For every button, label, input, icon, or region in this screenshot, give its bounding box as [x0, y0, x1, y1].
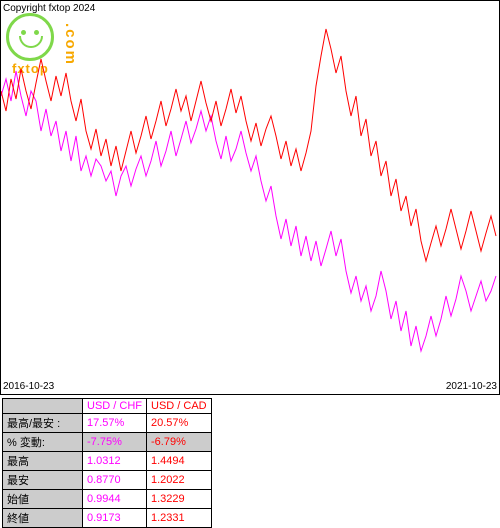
table-row: % 変動:-7.75%-6.79% [3, 433, 212, 452]
table-row: 最高/最安 :17.57%20.57% [3, 414, 212, 433]
row-value-2: -6.79% [147, 433, 212, 452]
row-label: % 変動: [3, 433, 83, 452]
table-row: 最安0.87701.2022 [3, 471, 212, 490]
row-label: 始値 [3, 490, 83, 509]
row-label: 最高 [3, 452, 83, 471]
row-value-1: 0.8770 [83, 471, 147, 490]
forex-line-chart [1, 1, 499, 394]
x-axis-start-date: 2016-10-23 [3, 381, 54, 392]
row-value-2: 1.3229 [147, 490, 212, 509]
chart-area: Copyright fxtop 2024 fxtop .com 2016-10-… [0, 0, 500, 395]
table-row: 始値0.99441.3229 [3, 490, 212, 509]
stats-table: USD / CHF USD / CAD 最高/最安 :17.57%20.57%%… [2, 398, 212, 528]
row-value-1: 0.9944 [83, 490, 147, 509]
row-value-1: 0.9173 [83, 509, 147, 528]
x-axis-end-date: 2021-10-23 [446, 381, 497, 392]
row-value-2: 1.2331 [147, 509, 212, 528]
table-header-row: USD / CHF USD / CAD [3, 399, 212, 414]
table-row: 終値0.91731.2331 [3, 509, 212, 528]
row-value-2: 1.4494 [147, 452, 212, 471]
row-value-1: 17.57% [83, 414, 147, 433]
series-line [1, 71, 496, 351]
header-series-2: USD / CAD [147, 399, 212, 414]
row-label: 最安 [3, 471, 83, 490]
series-line [1, 29, 496, 261]
row-value-1: 1.0312 [83, 452, 147, 471]
header-series-1: USD / CHF [83, 399, 147, 414]
row-label: 最高/最安 : [3, 414, 83, 433]
row-label: 終値 [3, 509, 83, 528]
table-row: 最高1.03121.4494 [3, 452, 212, 471]
header-blank [3, 399, 83, 414]
row-value-2: 1.2022 [147, 471, 212, 490]
row-value-1: -7.75% [83, 433, 147, 452]
row-value-2: 20.57% [147, 414, 212, 433]
stats-table-wrap: USD / CHF USD / CAD 最高/最安 :17.57%20.57%%… [2, 398, 500, 528]
